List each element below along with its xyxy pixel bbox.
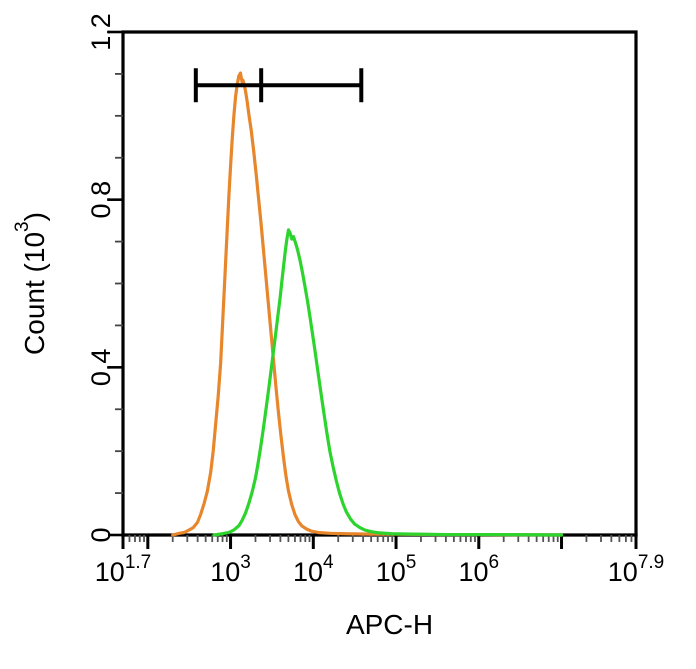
- x-tick-label-base: 10: [210, 557, 240, 587]
- x-tick-label-exponent: 3: [240, 552, 251, 573]
- x-tick-label: 104: [293, 552, 334, 587]
- x-tick-label-base: 10: [458, 557, 488, 587]
- x-axis-title: APC-H: [346, 609, 433, 640]
- x-tick-label-base: 10: [293, 557, 323, 587]
- y-tick-label: 0.8: [86, 181, 116, 219]
- y-tick-label: 0.4: [86, 349, 116, 387]
- y-axis-title-suffix: ): [19, 212, 50, 221]
- x-tick-label: 103: [210, 552, 251, 587]
- x-tick-label: 106: [458, 552, 499, 587]
- plot-frame: [121, 30, 638, 537]
- x-tick-label: 107.9: [608, 552, 664, 587]
- x-tick-label-exponent: 1.7: [125, 552, 151, 573]
- series-curve-antibody-stained: [212, 228, 564, 537]
- x-tick-label-base: 10: [376, 557, 406, 587]
- series-curve-isotype-control: [171, 71, 564, 537]
- x-tick-label: 101.7: [95, 552, 151, 587]
- y-tick-label: 0: [86, 527, 116, 542]
- y-axis-title-exponent: 3: [12, 221, 33, 232]
- x-tick-label: 105: [376, 552, 417, 587]
- x-tick-label-exponent: 4: [323, 552, 334, 573]
- x-tick-label-exponent: 5: [406, 552, 417, 573]
- x-tick-label-base: 10: [95, 557, 125, 587]
- x-tick-label-exponent: 7.9: [638, 552, 664, 573]
- y-axis-title: Count (103): [12, 212, 50, 355]
- x-tick-label-base: 10: [608, 557, 638, 587]
- x-tick-label-exponent: 6: [489, 552, 500, 573]
- y-axis-title-base: Count (10: [19, 232, 50, 355]
- y-tick-label: 1.2: [86, 13, 116, 51]
